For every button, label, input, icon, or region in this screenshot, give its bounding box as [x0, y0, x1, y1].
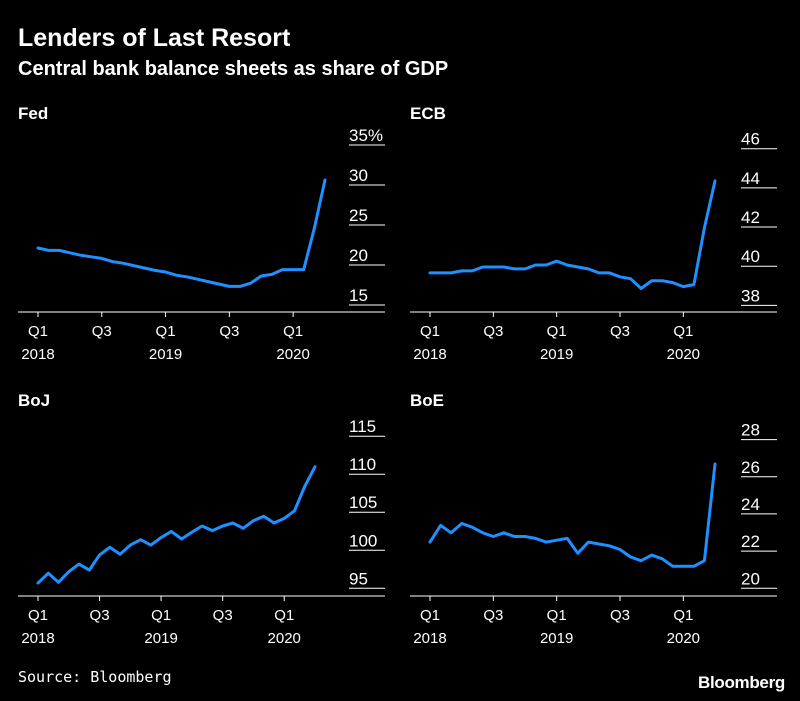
- y-tick-label: 38: [741, 286, 760, 305]
- x-tick-label: Q1: [547, 323, 567, 340]
- chart-subtitle: Central bank balance sheets as share of …: [18, 58, 449, 80]
- panel-title: Fed: [18, 104, 48, 123]
- y-tick-label: 22: [741, 532, 760, 551]
- x-tick-year-label: 2020: [268, 630, 301, 647]
- y-tick-label: 100: [349, 531, 377, 550]
- x-tick-label: Q1: [28, 323, 48, 340]
- x-tick-label: Q3: [213, 607, 233, 624]
- panel-title: ECB: [410, 104, 446, 123]
- x-tick-label: Q1: [28, 607, 48, 624]
- x-tick-year-label: 2018: [21, 630, 54, 647]
- series-line: [36, 178, 327, 288]
- x-tick-year-label: 2019: [540, 630, 573, 647]
- y-tick-label: 15: [349, 286, 368, 305]
- y-tick-label: 30: [349, 166, 368, 185]
- y-tick-label: 42: [741, 208, 760, 227]
- x-tick-label: Q3: [219, 323, 239, 340]
- x-tick-label: Q1: [156, 323, 176, 340]
- x-tick-label: Q1: [420, 323, 440, 340]
- x-tick-label: Q1: [673, 323, 693, 340]
- x-tick-label: Q1: [283, 323, 303, 340]
- panel-boe: BoE 20 22 24 26 28 Q1 2018 Q3 Q1 2019 Q3 Q1 2020: [410, 391, 777, 647]
- y-tick-label: 44: [741, 169, 760, 188]
- x-tick-label: Q3: [90, 607, 110, 624]
- panel-boj: BoJ 95 100 105 110 115 Q1 2018 Q3 Q1 2019 Q3 Q1 2020: [18, 391, 385, 647]
- x-tick-year-label: 2020: [667, 346, 700, 363]
- y-tick-label: 28: [741, 421, 760, 440]
- panel-fed: Fed 15 20 25 30 35% Q1 2018 Q3 Q1 2019 Q3 Q1 2020: [18, 104, 385, 363]
- x-tick-year-label: 2018: [413, 346, 446, 363]
- series-line: [428, 462, 717, 568]
- panel-ecb: ECB 38 40 42 44 46 Q1 2018 Q3 Q1 2019 Q3 Q1 2020: [410, 104, 777, 363]
- y-tick-label: 46: [741, 130, 760, 149]
- x-tick-year-label: 2019: [540, 346, 573, 363]
- x-tick-label: Q3: [610, 323, 630, 340]
- y-tick-label: 20: [741, 569, 760, 588]
- x-tick-year-label: 2019: [144, 630, 177, 647]
- x-tick-label: Q3: [483, 323, 503, 340]
- x-tick-label: Q3: [92, 323, 112, 340]
- x-tick-label: Q1: [274, 607, 294, 624]
- x-tick-label: Q1: [151, 607, 171, 624]
- x-tick-year-label: 2019: [149, 346, 182, 363]
- x-tick-label: Q1: [673, 607, 693, 624]
- y-tick-label: 24: [741, 495, 760, 514]
- y-tick-label: 35%: [349, 126, 383, 145]
- x-tick-year-label: 2020: [667, 630, 700, 647]
- x-tick-label: Q1: [547, 607, 567, 624]
- x-tick-year-label: 2020: [276, 346, 309, 363]
- y-tick-label: 40: [741, 247, 760, 266]
- y-tick-label: 105: [349, 493, 377, 512]
- y-tick-label: 25: [349, 206, 368, 225]
- panel-title: BoJ: [18, 391, 50, 410]
- y-tick-label: 26: [741, 458, 760, 477]
- x-tick-label: Q1: [420, 607, 440, 624]
- source-note: Source: Bloomberg: [18, 668, 172, 686]
- series-line: [428, 179, 717, 290]
- bloomberg-logo: Bloomberg: [697, 673, 785, 692]
- y-tick-label: 110: [349, 455, 376, 474]
- x-tick-label: Q3: [483, 607, 503, 624]
- y-tick-label: 20: [349, 246, 368, 265]
- series-line: [36, 465, 317, 585]
- x-tick-label: Q3: [610, 607, 630, 624]
- y-tick-label: 115: [349, 417, 376, 436]
- panel-title: BoE: [410, 391, 444, 410]
- x-tick-year-label: 2018: [413, 630, 446, 647]
- chart-title: Lenders of Last Resort: [18, 24, 291, 52]
- y-tick-label: 95: [349, 569, 368, 588]
- x-tick-year-label: 2018: [21, 346, 54, 363]
